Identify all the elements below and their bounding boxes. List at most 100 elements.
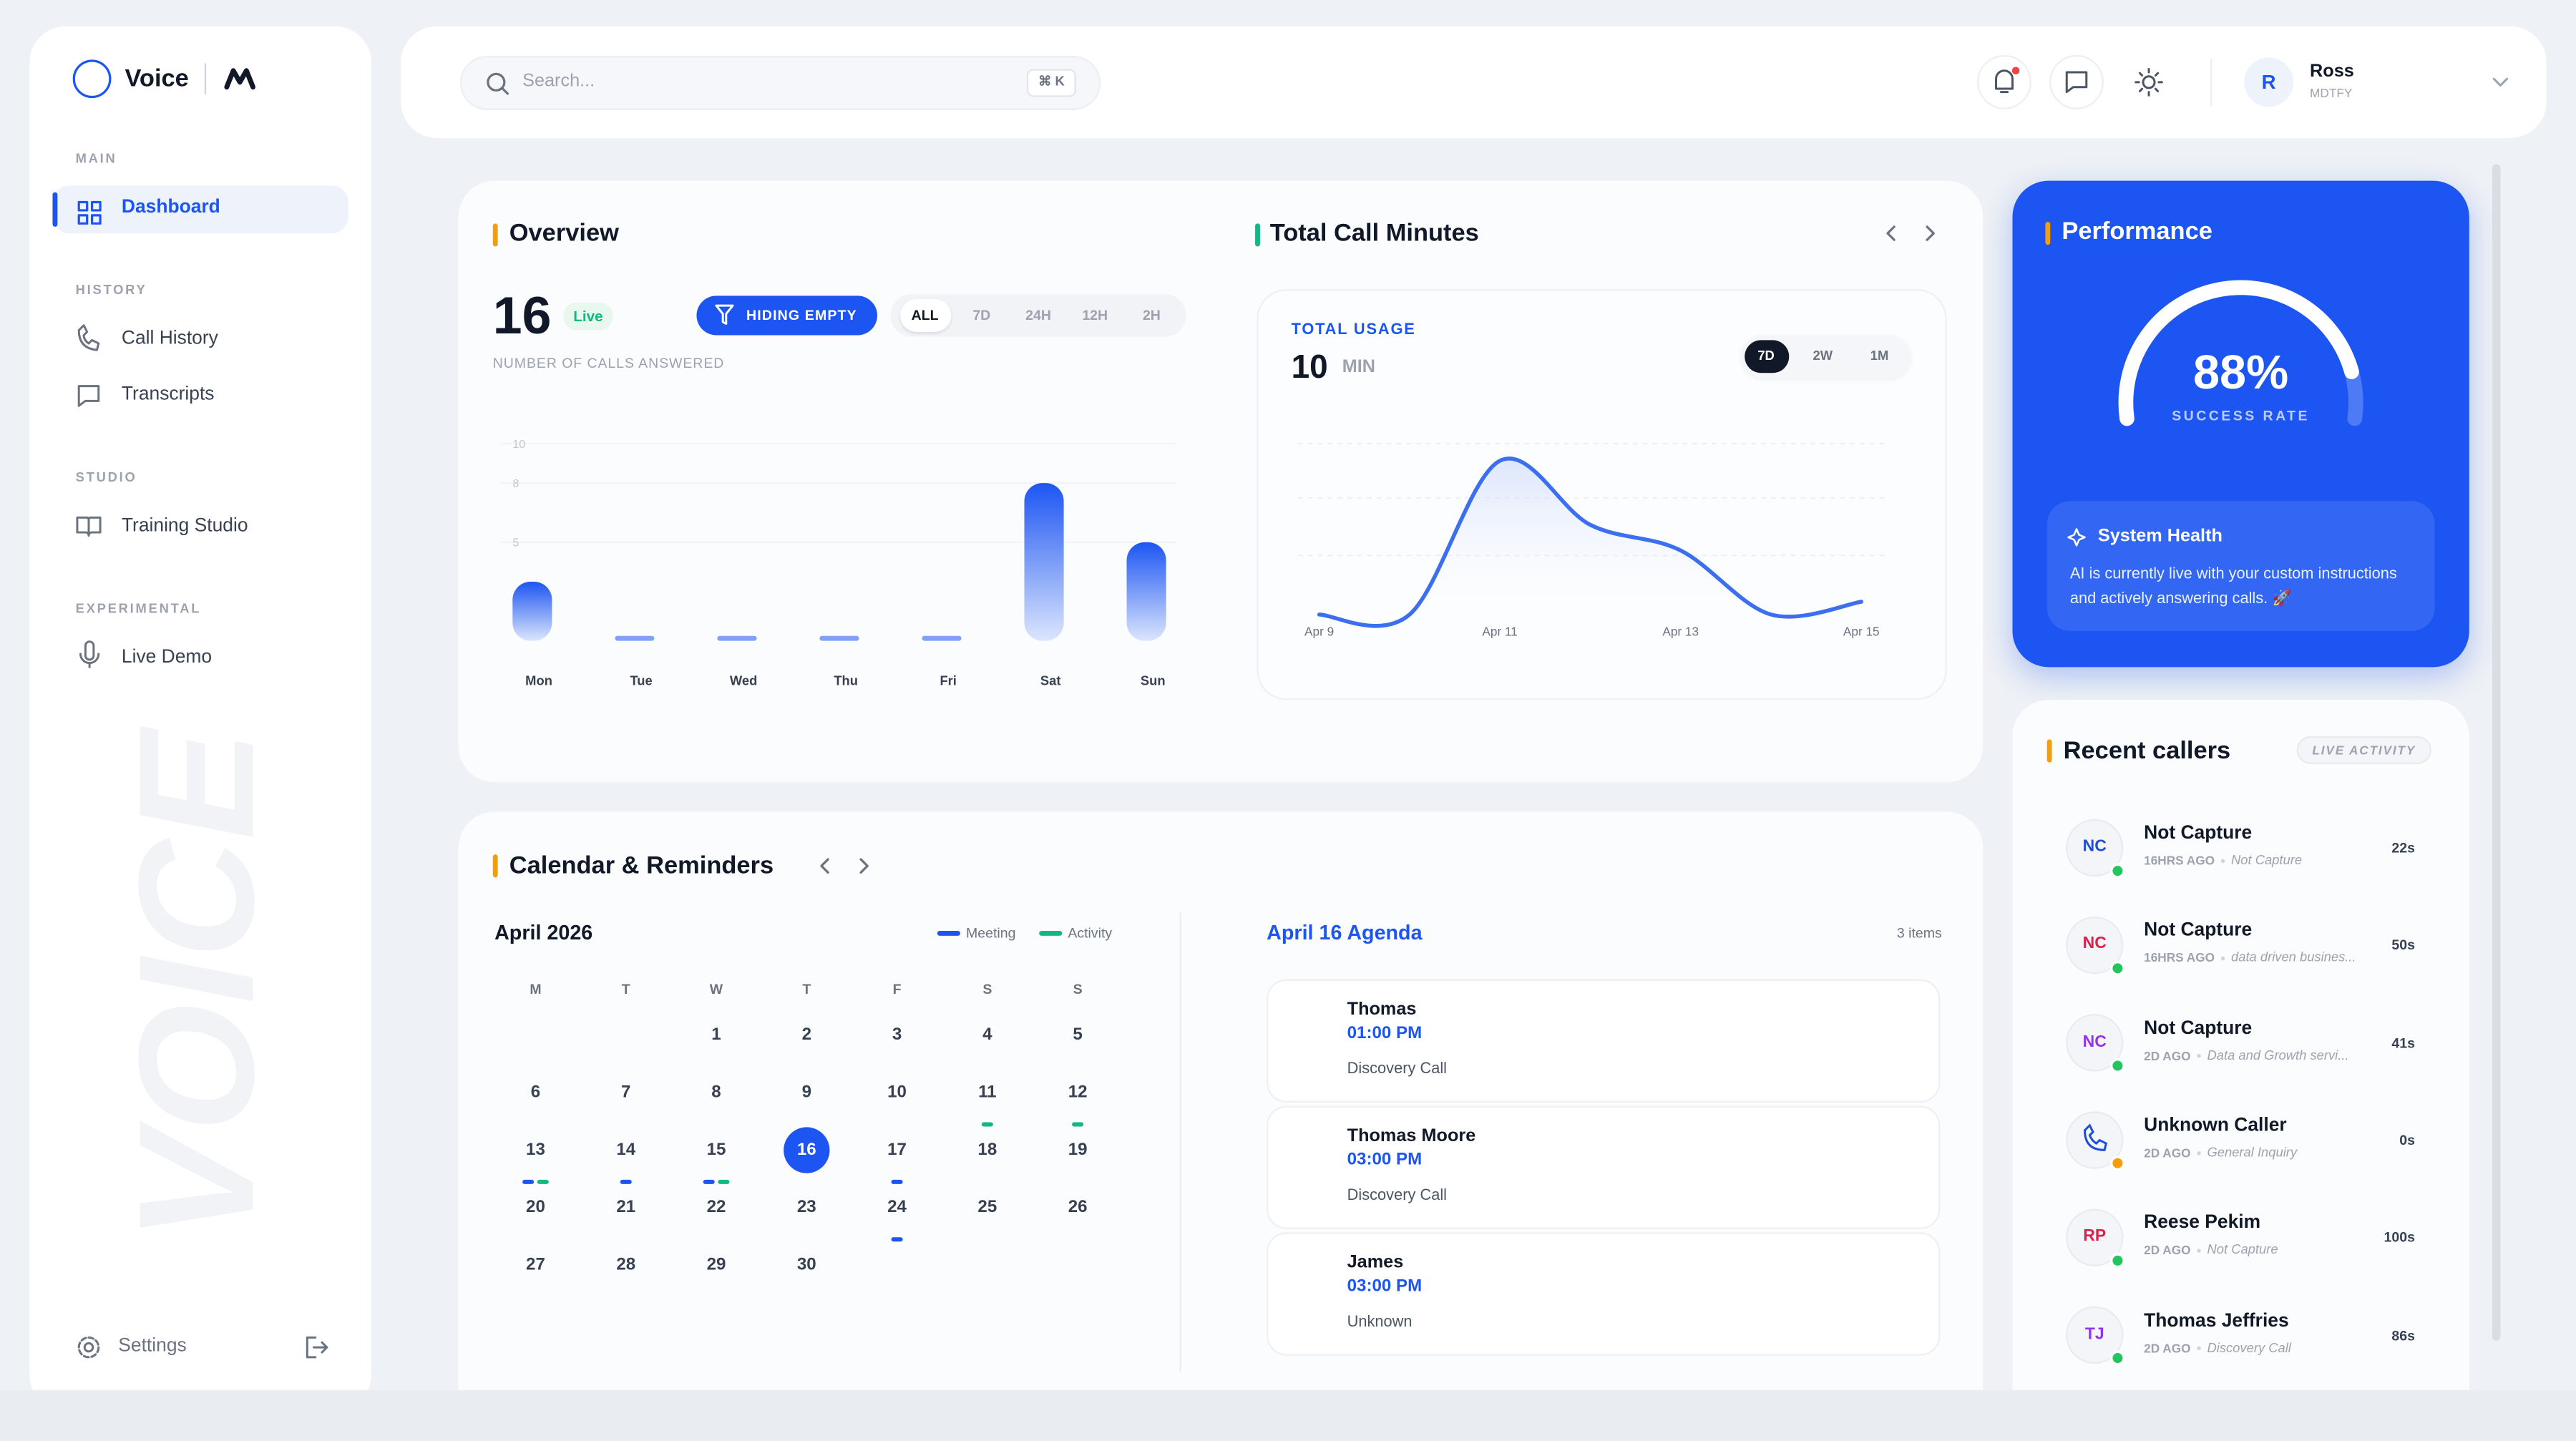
health-title: System Health bbox=[2097, 527, 2223, 547]
nav-section: HISTORY bbox=[75, 282, 147, 298]
day[interactable]: 12 bbox=[1068, 1082, 1088, 1103]
caller-duration: 50s bbox=[2391, 937, 2415, 954]
day[interactable]: 22 bbox=[706, 1197, 726, 1218]
day[interactable]: 20 bbox=[526, 1197, 545, 1218]
day[interactable]: 4 bbox=[982, 1025, 992, 1045]
range-option[interactable]: 12H bbox=[1082, 306, 1108, 323]
caller-initials: TJ bbox=[2084, 1325, 2104, 1344]
caller-note: Data and Growth servi... bbox=[2207, 1047, 2349, 1063]
nav-item[interactable]: Live Demo bbox=[121, 648, 213, 668]
nav-section: STUDIO bbox=[75, 469, 137, 485]
day[interactable]: 7 bbox=[621, 1082, 631, 1103]
caller-name[interactable]: Reese Pekim bbox=[2144, 1213, 2261, 1234]
weekday: F bbox=[892, 980, 902, 997]
calls-caption: NUMBER OF CALLS ANSWERED bbox=[492, 354, 725, 371]
day[interactable]: 30 bbox=[796, 1254, 816, 1275]
legend-label: Meeting bbox=[965, 924, 1016, 942]
day[interactable]: 3 bbox=[892, 1025, 902, 1045]
agenda-item[interactable] bbox=[1267, 1232, 1941, 1356]
nav-item[interactable]: Call History bbox=[121, 328, 218, 349]
caller-initials: NC bbox=[2082, 935, 2107, 954]
caller-note: Not Capture bbox=[2231, 852, 2303, 868]
weekday: S bbox=[982, 980, 992, 997]
agenda-time: 03:00 PM bbox=[1347, 1149, 1423, 1170]
day[interactable]: 13 bbox=[526, 1140, 545, 1160]
day[interactable]: 24 bbox=[887, 1197, 907, 1218]
day[interactable]: 25 bbox=[977, 1197, 997, 1218]
day[interactable]: 18 bbox=[977, 1140, 997, 1160]
accent bbox=[2045, 222, 2051, 245]
shortcut: ⌘ K bbox=[1038, 74, 1065, 89]
settings[interactable]: Settings bbox=[118, 1336, 187, 1357]
caller-name[interactable]: Not Capture bbox=[2144, 921, 2253, 941]
legend-label: Activity bbox=[1068, 924, 1113, 942]
day[interactable]: 10 bbox=[887, 1082, 907, 1103]
caller-name[interactable]: Not Capture bbox=[2144, 1018, 2253, 1039]
range-option[interactable]: 2W bbox=[1813, 348, 1833, 363]
scrollbar bbox=[2492, 164, 2501, 1341]
activity-badge bbox=[2296, 736, 2431, 764]
day[interactable]: 5 bbox=[1073, 1025, 1083, 1045]
caller-duration: 22s bbox=[2391, 839, 2415, 856]
range-option[interactable]: 1M bbox=[1870, 348, 1889, 363]
range-option[interactable]: 2H bbox=[1142, 306, 1161, 323]
day[interactable]: 17 bbox=[887, 1140, 907, 1160]
weekday: T bbox=[621, 980, 630, 997]
day[interactable]: 9 bbox=[801, 1082, 811, 1103]
caller-note: Not Capture bbox=[2207, 1242, 2278, 1258]
day[interactable]: 6 bbox=[530, 1082, 541, 1103]
user-name: Ross bbox=[2310, 62, 2354, 82]
day[interactable]: 23 bbox=[796, 1197, 816, 1218]
calendar-divider bbox=[1179, 912, 1181, 1372]
agenda-time: 03:00 PM bbox=[1347, 1276, 1423, 1296]
day[interactable]: 26 bbox=[1068, 1197, 1088, 1218]
nav-item[interactable]: Transcripts bbox=[121, 384, 215, 405]
day[interactable]: 11 bbox=[978, 1082, 997, 1103]
agenda-type: Discovery Call bbox=[1347, 1060, 1448, 1079]
card-title: Overview bbox=[509, 219, 619, 248]
filter-label[interactable]: HIDING EMPTY bbox=[746, 306, 857, 323]
user-org: MDTFY bbox=[2310, 85, 2353, 101]
range-option[interactable]: ALL bbox=[911, 306, 939, 323]
day[interactable]: 1 bbox=[711, 1025, 721, 1045]
watermark: VOICE bbox=[104, 730, 290, 1242]
nav-item[interactable]: Dashboard bbox=[121, 197, 220, 218]
agenda-count: 3 items bbox=[1896, 924, 1942, 942]
day[interactable]: 14 bbox=[616, 1140, 636, 1160]
accent bbox=[492, 223, 498, 247]
day[interactable]: 19 bbox=[1068, 1140, 1088, 1160]
live-badge bbox=[563, 302, 613, 331]
day[interactable]: 27 bbox=[526, 1254, 545, 1275]
caller-initials: RP bbox=[2083, 1227, 2107, 1246]
search-box[interactable] bbox=[459, 56, 1101, 110]
day[interactable]: 16 bbox=[796, 1140, 816, 1160]
agenda-item[interactable] bbox=[1267, 1105, 1941, 1229]
usage-unit: MIN bbox=[1342, 357, 1376, 378]
live-status: Live bbox=[573, 308, 603, 325]
caller-duration: 100s bbox=[2384, 1228, 2415, 1246]
day[interactable]: 15 bbox=[706, 1140, 726, 1160]
caller-name[interactable]: Not Capture bbox=[2144, 824, 2253, 844]
day[interactable]: 8 bbox=[711, 1082, 721, 1103]
agenda-type: Unknown bbox=[1347, 1313, 1413, 1332]
card-title: Recent callers bbox=[2063, 736, 2231, 766]
day[interactable]: 29 bbox=[706, 1254, 726, 1275]
agenda-item[interactable] bbox=[1267, 979, 1941, 1103]
nav-item[interactable]: Training Studio bbox=[121, 516, 248, 537]
search-placeholder[interactable]: Search... bbox=[522, 71, 595, 92]
day[interactable]: 21 bbox=[616, 1197, 636, 1218]
caller-name[interactable]: Thomas Jeffries bbox=[2144, 1311, 2289, 1331]
range-option[interactable]: 7D bbox=[1757, 348, 1775, 363]
day[interactable]: 2 bbox=[801, 1025, 811, 1045]
day[interactable]: 28 bbox=[616, 1254, 636, 1275]
range-option[interactable]: 24H bbox=[1025, 306, 1051, 323]
avatar-initial: R bbox=[2261, 70, 2276, 94]
calendar-month: April 2026 bbox=[494, 921, 593, 944]
range-option[interactable]: 7D bbox=[972, 306, 991, 323]
nav-section: EXPERIMENTAL bbox=[75, 601, 202, 617]
agenda-time: 01:00 PM bbox=[1347, 1023, 1423, 1043]
caller-name[interactable]: Unknown Caller bbox=[2144, 1115, 2287, 1136]
active-nav-bar bbox=[52, 192, 58, 227]
caller-initials: NC bbox=[2082, 838, 2107, 856]
